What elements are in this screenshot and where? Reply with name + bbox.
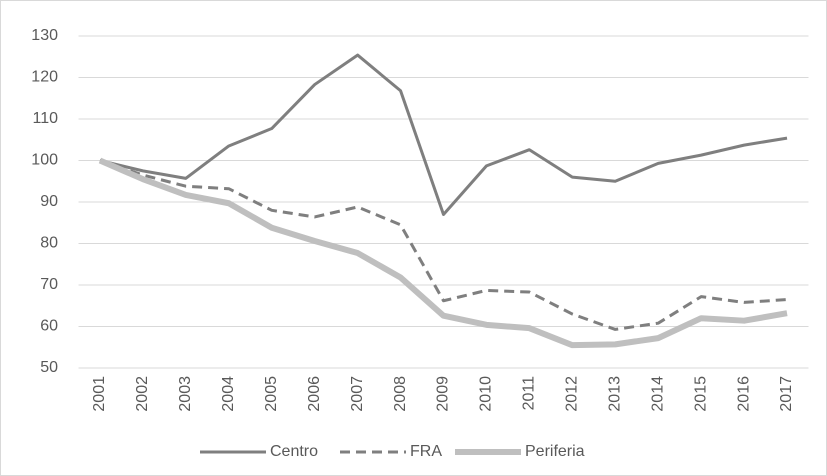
y-tick-label: 120: [31, 69, 58, 86]
y-tick-label: 50: [40, 359, 58, 376]
x-tick-label: 2009: [435, 376, 452, 412]
x-tick-label: 2002: [134, 376, 151, 412]
legend-label: FRA: [410, 443, 442, 460]
y-tick-label: 100: [31, 152, 58, 169]
x-tick-label: 2016: [735, 376, 752, 412]
x-tick-label: 2012: [564, 376, 581, 412]
y-tick-label: 90: [40, 193, 58, 210]
y-tick-label: 70: [40, 276, 58, 293]
y-tick-label: 60: [40, 318, 58, 335]
x-tick-label: 2014: [649, 376, 666, 412]
x-tick-label: 2017: [778, 376, 795, 412]
x-tick-label: 2006: [306, 376, 323, 412]
series-line: [99, 159, 788, 331]
y-tick-label: 130: [31, 27, 58, 44]
legend-label: Periferia: [525, 443, 585, 460]
legend-label: Centro: [270, 443, 318, 460]
y-tick-label: 110: [32, 110, 58, 127]
x-tick-label: 2013: [606, 376, 623, 412]
x-tick-label: 2015: [692, 376, 709, 412]
series-line: [98, 157, 788, 349]
x-tick-label: 2011: [521, 376, 538, 411]
series-line: [99, 53, 788, 216]
x-tick-label: 2008: [392, 376, 409, 412]
x-tick-label: 2005: [263, 376, 280, 412]
x-tick-label: 2007: [349, 376, 366, 412]
x-tick-label: 2001: [91, 376, 108, 412]
x-tick-label: 2004: [220, 376, 237, 412]
y-tick-label: 80: [40, 235, 58, 252]
x-tick-label: 2003: [177, 376, 194, 412]
x-tick-label: 2010: [478, 376, 495, 412]
